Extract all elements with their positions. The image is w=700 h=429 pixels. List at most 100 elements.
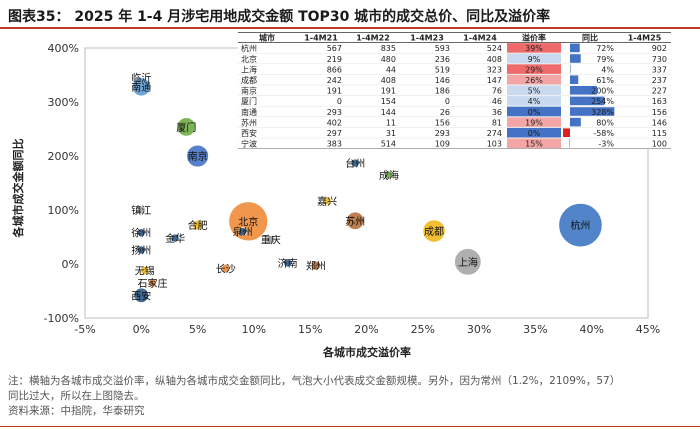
yoy-bar [563, 128, 570, 137]
table-cell: 154 [381, 97, 396, 106]
bubble-合肥 [192, 219, 203, 231]
bubble-label: 石家庄 [138, 277, 168, 290]
table-cell: 39% [525, 44, 543, 53]
x-tick-labels: -5% 0% 5% 10% 15% 20% 25% 30% 35% 40% 45% [74, 323, 660, 336]
bubble-石家庄 [148, 278, 157, 288]
x-tick-label: 40% [579, 323, 603, 336]
table-cell: 236 [435, 55, 450, 64]
table-cell: 730 [652, 55, 667, 64]
table-cell: 109 [435, 140, 450, 149]
premium-heat-cell [507, 127, 561, 138]
table-cell: 323 [487, 65, 502, 74]
y-axis-title: 各城市成交金额同比 [11, 139, 25, 239]
table-cell: 0 [445, 97, 450, 106]
table-bg [238, 32, 671, 149]
table-cell: 北京 [241, 54, 257, 64]
bubble-label: 南京 [188, 150, 208, 163]
table-cell: 156 [435, 118, 450, 127]
table-cell: 146 [435, 76, 450, 85]
bubble-label: 北京 [238, 215, 258, 228]
table-header: 同比 [582, 33, 598, 43]
y-tick-label: 300% [48, 96, 79, 109]
x-tick-label: 20% [354, 323, 378, 336]
table-cell: 103 [487, 140, 502, 149]
table-cell: 186 [435, 87, 450, 96]
table-cell: 835 [381, 44, 396, 53]
yoy-bar [570, 86, 598, 95]
bubble-label: 郑州 [306, 260, 326, 273]
bubble-成海 [384, 170, 394, 180]
table-cell: 31 [386, 129, 396, 138]
table-header: 1-4M24 [463, 34, 497, 43]
table-cell: 杭州 [241, 43, 257, 53]
bubble-labels: 杭州北京上海成都南京厦门南通苏州西安合肥郑州泉州重庆台州长沙成海嘉兴金华济南无锡… [131, 72, 590, 303]
bubble-label: 成海 [379, 169, 399, 182]
table-cell: -58% [593, 129, 614, 138]
x-tick-label: 10% [242, 323, 266, 336]
table-cell: 191 [327, 87, 342, 96]
bubble-济南 [283, 258, 292, 268]
bubble-金华 [170, 233, 180, 243]
yoy-bar [570, 43, 580, 53]
table-cell: 147 [487, 76, 502, 85]
bubble-上海 [454, 248, 482, 276]
footnote-line: 注：横轴为各城市成交溢价率，纵轴为各城市成交金额同比，气泡大小代表成交金额规模。… [8, 375, 621, 387]
table-cell: 南京 [241, 86, 257, 96]
premium-heat-cell [507, 106, 561, 117]
table-cell: 0 [337, 97, 342, 106]
table-cell: 146 [652, 118, 667, 127]
bubble-series [132, 77, 603, 303]
yoy-bar [570, 96, 605, 106]
table-cell: 0% [528, 129, 541, 138]
table-cell: 72% [596, 44, 614, 53]
y-tick-labels: -100% 0% 100% 200% 300% 400% [44, 42, 79, 325]
bubble-南京 [186, 144, 209, 168]
table-cell: 337 [652, 65, 667, 74]
table-cell: 29% [525, 65, 543, 74]
table-cell: 厦门 [241, 96, 257, 106]
y-tick-label: 200% [48, 150, 79, 163]
table-cell: 76 [492, 87, 502, 96]
bubble-台州 [350, 158, 360, 168]
table-cell: 866 [327, 65, 342, 74]
table-cell: 237 [652, 76, 667, 85]
data-table: 城市 1-4M21 1-4M22 1-4M23 1-4M24 溢价率 同比 1-4M25 杭州 5… [238, 32, 671, 149]
bubble-label: 无锡 [135, 264, 155, 277]
table-cell: 274 [487, 129, 502, 138]
bubble-杭州 [558, 203, 603, 248]
table-cell: 408 [381, 76, 396, 85]
premium-heat-cell [507, 53, 561, 64]
title-divider [0, 27, 700, 29]
table-cell: 115 [652, 129, 667, 138]
table-cell: 163 [652, 97, 667, 106]
footnote-line: 同比过大，所以在上图隐去。 [8, 390, 145, 402]
bubble-苏州 [346, 211, 365, 230]
table-cell: 9% [528, 55, 541, 64]
bubble-label: 镇江 [131, 204, 151, 217]
bubble-南通 [132, 77, 151, 97]
premium-heat-cell [507, 117, 561, 127]
y-tick-label: 100% [48, 204, 79, 217]
table-cell: 593 [435, 44, 450, 53]
x-tick-label: 0% [133, 323, 150, 336]
table-cell: 524 [487, 44, 502, 53]
x-tick-label: 25% [411, 323, 435, 336]
bubble-泉州 [238, 227, 247, 236]
table-header: 城市 [259, 33, 275, 43]
table-cell: 144 [381, 108, 396, 117]
premium-heat-cell [507, 43, 561, 53]
table-cell: 5% [528, 87, 541, 96]
bubble-成都 [422, 219, 446, 243]
table-cell: 46 [492, 97, 502, 106]
bubble-扬州 [137, 245, 146, 255]
table-cell: 19% [525, 118, 543, 127]
table-header: 1-4M23 [410, 34, 444, 43]
table-cell: 81 [492, 118, 502, 127]
premium-heat-cell [507, 96, 561, 106]
table-cell: 79% [596, 55, 614, 64]
bubble-chart: -100% 0% 100% 200% 300% 400% -5% 0% 5% 10% 15% 20%… [11, 32, 671, 359]
premium-heat-cell [507, 85, 561, 96]
bottom-divider [0, 426, 700, 427]
bubble-label: 重庆 [261, 234, 281, 247]
table-cell: 4% [601, 65, 614, 74]
